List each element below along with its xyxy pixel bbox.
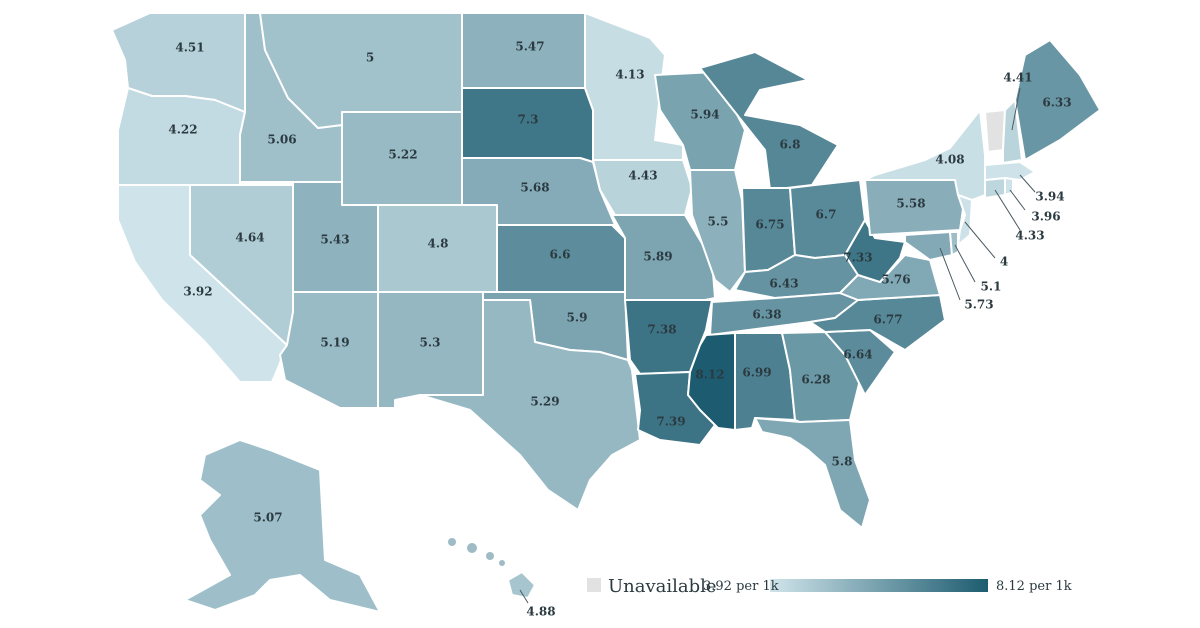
state-ne[interactable] — [461, 157, 616, 226]
value-label-nc: 6.77 — [873, 313, 902, 327]
hawaii-islet — [467, 543, 477, 553]
state-tx[interactable] — [419, 299, 641, 511]
value-label-tx: 5.29 — [530, 395, 559, 409]
value-label-in: 6.75 — [755, 218, 784, 232]
value-label-pa: 5.58 — [896, 197, 925, 211]
leader-de — [954, 244, 976, 283]
hawaii-islet — [499, 560, 505, 566]
value-label-ct: 4.33 — [1015, 229, 1044, 243]
legend-min-label: 3.92 per 1k — [703, 579, 779, 594]
value-label-az: 5.19 — [320, 336, 349, 350]
value-label-ma: 3.94 — [1035, 190, 1064, 204]
value-label-nh: 4.41 — [1003, 71, 1032, 85]
value-label-la: 7.39 — [656, 415, 685, 429]
leader-nh — [1011, 87, 1021, 131]
state-de[interactable] — [949, 231, 959, 256]
legend-max-label: 8.12 per 1k — [996, 579, 1072, 594]
state-hi[interactable] — [507, 571, 536, 599]
value-label-ks: 6.6 — [550, 248, 571, 262]
leader-ma — [1019, 174, 1036, 193]
state-mi[interactable] — [699, 51, 839, 191]
state-fl[interactable] — [754, 417, 871, 529]
value-label-wy: 5.22 — [388, 148, 417, 162]
state-wv[interactable] — [844, 219, 906, 283]
value-label-wv: 7.33 — [843, 251, 872, 265]
legend-gradient-bar — [770, 579, 988, 592]
value-label-hi: 4.88 — [526, 605, 555, 619]
value-label-ky: 6.43 — [769, 277, 798, 291]
value-label-ri: 3.96 — [1031, 210, 1060, 224]
value-label-al: 6.99 — [742, 366, 771, 380]
value-label-ak: 5.07 — [253, 511, 282, 525]
value-label-ar: 7.38 — [647, 323, 676, 337]
value-label-co: 4.8 — [428, 237, 449, 251]
value-labels: 4.51 4.22 3.92 5.06 4.64 5 5.22 5.43 5.19 4.8 5.3 5… — [168, 40, 1071, 619]
value-label-id: 5.06 — [267, 133, 296, 147]
leader-nj — [964, 221, 996, 259]
state-md[interactable] — [904, 231, 953, 261]
state-ma[interactable] — [984, 161, 1036, 181]
value-label-or: 4.22 — [168, 123, 197, 137]
hawaii-islet — [486, 552, 494, 560]
state-nh[interactable] — [1002, 99, 1023, 164]
state-nm[interactable] — [377, 291, 484, 409]
state-ak[interactable] — [184, 439, 381, 613]
state-il[interactable] — [689, 169, 746, 293]
value-label-me: 6.33 — [1042, 96, 1071, 110]
value-label-ca: 3.92 — [183, 285, 212, 299]
value-label-ga: 6.28 — [801, 373, 830, 387]
state-me[interactable] — [1014, 39, 1101, 161]
value-label-nv: 4.64 — [235, 231, 264, 245]
unavailable-label: Unavailable — [608, 576, 717, 597]
state-vt[interactable] — [984, 109, 1006, 153]
value-label-oh: 6.7 — [816, 208, 837, 222]
leader-hi — [519, 589, 529, 604]
value-label-ne: 5.68 — [520, 181, 549, 195]
state-az[interactable] — [279, 291, 379, 409]
leader-ri — [1009, 189, 1026, 211]
states-layer — [111, 12, 1101, 613]
value-label-ny: 4.08 — [935, 153, 964, 167]
value-label-il: 5.5 — [708, 215, 729, 229]
state-nc[interactable] — [809, 294, 946, 351]
value-label-mn: 4.13 — [615, 68, 644, 82]
value-label-ut: 5.43 — [320, 233, 349, 247]
value-label-sc: 6.64 — [843, 348, 872, 362]
value-label-sd: 7.3 — [518, 113, 539, 127]
value-label-wi: 5.94 — [690, 108, 719, 122]
value-label-mt: 5 — [366, 51, 374, 65]
value-label-mi: 6.8 — [780, 138, 801, 152]
value-label-nm: 5.3 — [420, 336, 441, 350]
leader-lines — [519, 87, 1036, 604]
leader-md — [939, 247, 961, 301]
value-label-nj: 4 — [1000, 255, 1008, 269]
value-label-ok: 5.9 — [567, 311, 588, 325]
hawaii-islet — [448, 538, 456, 546]
value-label-ia: 4.43 — [628, 169, 657, 183]
value-label-md: 5.73 — [964, 298, 993, 312]
state-ct[interactable] — [984, 177, 1006, 199]
hawaii-small-islands — [448, 538, 505, 566]
legend: Unavailable 3.92 per 1k 8.12 per 1k — [587, 576, 1072, 597]
value-label-tn: 6.38 — [752, 308, 781, 322]
leader-ct — [994, 189, 1021, 231]
value-label-de: 5.1 — [981, 280, 1002, 294]
unavailable-swatch — [587, 578, 601, 592]
value-label-mo: 5.89 — [643, 250, 672, 264]
value-label-ms: 8.12 — [695, 368, 724, 382]
value-label-nd: 5.47 — [515, 40, 544, 54]
value-label-va: 5.76 — [881, 273, 910, 287]
value-label-fl: 5.8 — [832, 455, 853, 469]
value-label-wa: 4.51 — [175, 41, 204, 55]
